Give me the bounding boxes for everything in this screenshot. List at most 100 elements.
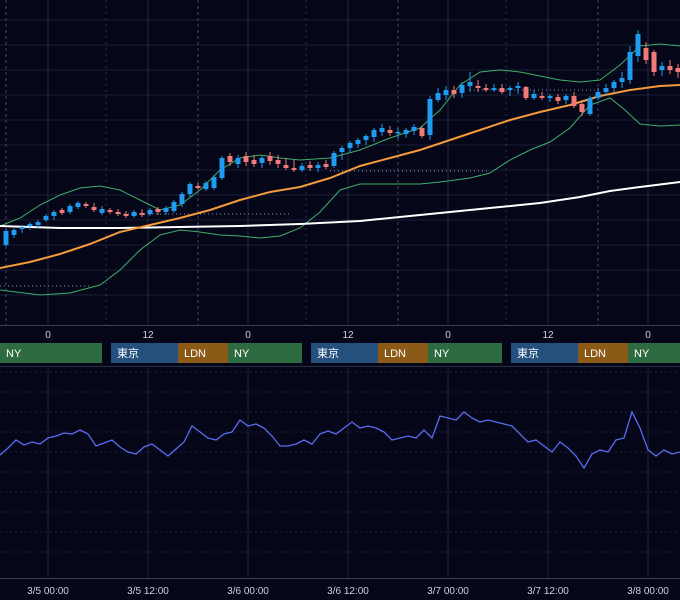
candle [603, 84, 609, 96]
session-label-newyork: NY [234, 348, 250, 360]
candle-body [603, 88, 609, 92]
session-bar: NY 東京 LDN NY 東京 LDN NY 東京 LDN NY [0, 343, 680, 363]
candle-body [267, 156, 273, 161]
candle-body [211, 177, 217, 188]
candle [667, 60, 673, 74]
candle [411, 124, 417, 135]
candle [43, 214, 49, 222]
candle [99, 206, 105, 215]
candle [395, 128, 401, 138]
hour-tick-label: 0 [45, 330, 51, 341]
session-block-london [578, 343, 628, 363]
candle-body [547, 96, 553, 98]
date-tick-label: 3/5 00:00 [27, 586, 69, 597]
candle-body [219, 158, 225, 178]
session-block-newyork [228, 343, 302, 363]
candle-body [291, 168, 297, 170]
candle-body [179, 194, 185, 204]
candle [627, 46, 633, 84]
candle-body [155, 209, 161, 212]
hour-tick-label: 12 [342, 330, 354, 341]
candle-body [307, 165, 313, 168]
candle [571, 92, 577, 108]
candle [259, 156, 265, 168]
date-tick-label: 3/7 12:00 [527, 586, 569, 597]
candle [203, 181, 209, 191]
candle-body [283, 165, 289, 168]
candle-body [315, 165, 321, 168]
candle [83, 202, 89, 208]
candle-body [651, 52, 657, 72]
candle-body [619, 78, 625, 82]
candle-body [243, 156, 249, 162]
session-label-london: LDN [584, 348, 606, 360]
candle-body [403, 130, 409, 134]
candle-body [643, 48, 649, 60]
candle [371, 128, 377, 142]
session-label-newyork: NY [434, 348, 450, 360]
candle [219, 156, 225, 180]
candle [123, 211, 129, 218]
candle [459, 82, 465, 98]
candle-body [203, 183, 209, 189]
candle-body [163, 208, 169, 212]
session-label-tokyo: 東京 [117, 346, 139, 360]
candle-body [595, 92, 601, 98]
candles [3, 30, 680, 247]
candle [419, 126, 425, 138]
date-tick-label: 3/5 12:00 [127, 586, 169, 597]
candle-body [91, 207, 97, 210]
candle-body [43, 216, 49, 220]
candle-body [19, 227, 25, 229]
candle [547, 94, 553, 102]
candle-body [67, 206, 73, 212]
session-block-london [378, 343, 428, 363]
candle [283, 158, 289, 170]
candle [507, 86, 513, 96]
candle-body [539, 96, 545, 98]
hour-tick-label: 0 [245, 330, 251, 341]
candle [555, 94, 561, 104]
candle-body [3, 231, 9, 245]
candle [291, 160, 297, 172]
candle-body [195, 186, 201, 188]
candle-body [483, 88, 489, 90]
date-tick-label: 3/7 00:00 [427, 586, 469, 597]
candle [227, 153, 233, 166]
candle-body [507, 88, 513, 90]
date-tick-label: 3/6 12:00 [327, 586, 369, 597]
candle-body [627, 52, 633, 80]
candle [171, 200, 177, 213]
candle-body [587, 98, 593, 114]
candle [339, 146, 345, 160]
candle-body [259, 158, 265, 163]
candle-body [355, 140, 361, 144]
candle [19, 225, 25, 233]
candle-body [499, 88, 505, 92]
slow-moving-average-line [0, 181, 680, 229]
candle [427, 96, 433, 140]
bollinger-lower-line [0, 97, 680, 296]
candle [363, 134, 369, 145]
candle [323, 160, 329, 169]
session-label-newyork: NY [634, 348, 650, 360]
candle-body [555, 97, 561, 101]
candle [651, 50, 657, 76]
candle [59, 208, 65, 215]
candle-body [451, 90, 457, 94]
candle [275, 155, 281, 168]
candle [187, 182, 193, 197]
candle [51, 210, 57, 220]
candle-body [659, 66, 665, 70]
oscillator-line [0, 410, 680, 470]
candle [251, 155, 257, 167]
candle [347, 141, 353, 152]
candle [499, 84, 505, 94]
hour-tick-label: 12 [542, 330, 554, 341]
candle [195, 183, 201, 190]
candle-body [515, 86, 521, 88]
candle [443, 86, 449, 100]
candle-body [115, 212, 121, 214]
